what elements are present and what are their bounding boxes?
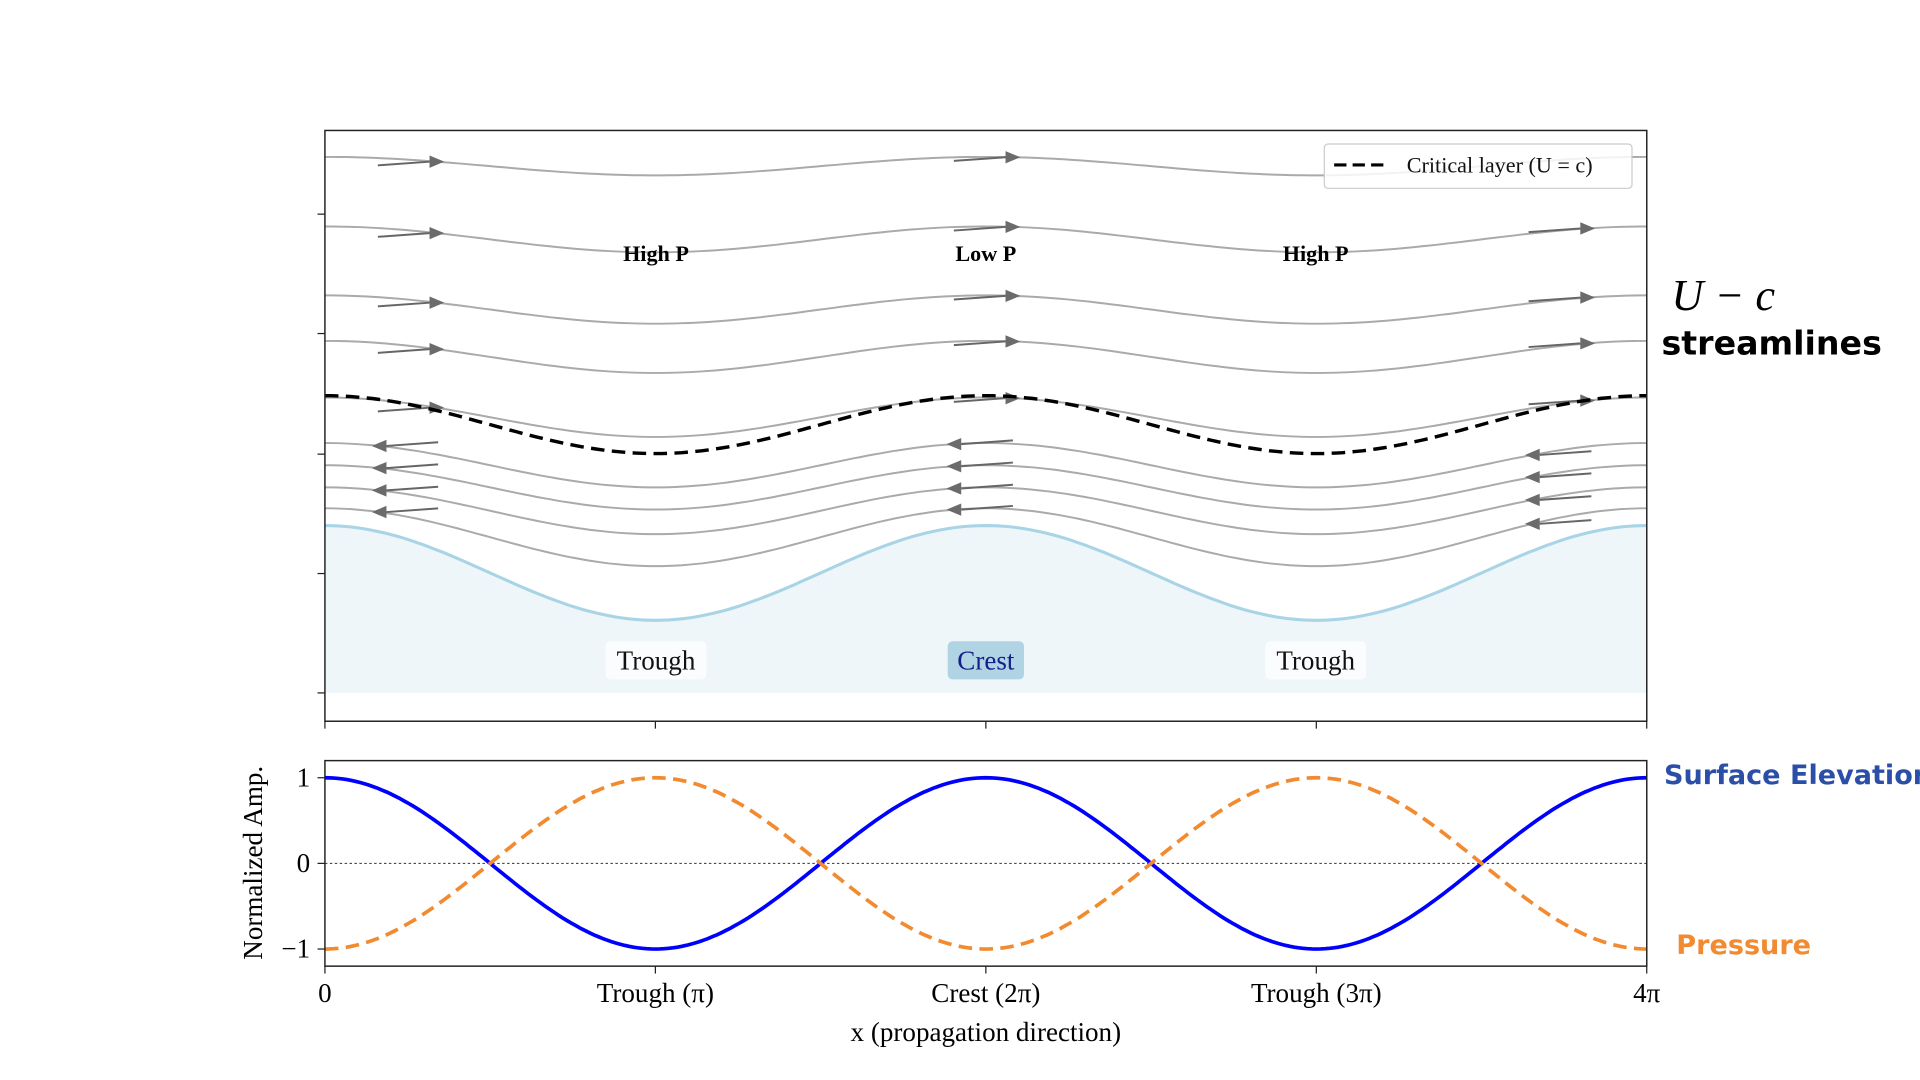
x-tick-label: 4π bbox=[1633, 978, 1661, 1008]
streamline-above bbox=[324, 289, 1647, 325]
arrow-shaft bbox=[377, 160, 430, 167]
arrow-head-left-icon bbox=[1524, 470, 1540, 484]
arrow-head-right-icon bbox=[429, 343, 445, 356]
x-tick-label: Trough (π) bbox=[597, 978, 714, 1008]
arrow-shaft bbox=[953, 294, 1006, 301]
trough-label-box-1 bbox=[605, 641, 707, 680]
arrow-shaft bbox=[386, 463, 439, 470]
arrow-shaft bbox=[953, 397, 1006, 403]
arrow-shaft bbox=[386, 441, 439, 447]
streamline-path bbox=[324, 339, 1647, 374]
arrow-shaft bbox=[386, 507, 439, 514]
arrow-shaft bbox=[1539, 472, 1592, 479]
legend-pressure: Pressure bbox=[1676, 930, 1811, 961]
critical-layer-line bbox=[324, 393, 1647, 456]
streamlines-label: streamlines bbox=[1662, 323, 1882, 362]
crest-label-box bbox=[947, 641, 1024, 680]
arrow-shaft bbox=[377, 301, 430, 308]
arrow-head-right-icon bbox=[1580, 222, 1596, 235]
arrow-shaft bbox=[1539, 495, 1592, 501]
arrow-head-left-icon bbox=[371, 484, 387, 497]
x-tick-label: Crest (2π) bbox=[931, 978, 1040, 1008]
arrow-shaft bbox=[386, 485, 439, 492]
x-tick-label: 0 bbox=[318, 978, 332, 1008]
streamline-above bbox=[324, 392, 1647, 438]
arrow-head-right-icon bbox=[1005, 151, 1021, 164]
streamline-below bbox=[324, 482, 1647, 536]
arrow-shaft bbox=[1528, 342, 1581, 349]
arrow-head-right-icon bbox=[1580, 291, 1596, 304]
arrow-head-left-icon bbox=[946, 460, 962, 473]
trough-label-box-2 bbox=[1265, 641, 1367, 680]
surface-label-trough-1: Trough bbox=[617, 646, 696, 676]
legend: Critical layer (U = c) bbox=[1323, 143, 1633, 189]
arrow-shaft bbox=[377, 406, 430, 413]
x-tick-label: Trough (3π) bbox=[1251, 978, 1382, 1008]
series-pressure bbox=[324, 775, 1647, 951]
streamline-above bbox=[324, 335, 1647, 374]
u-minus-c-label: U − c bbox=[1671, 271, 1775, 320]
arrow-shaft bbox=[1528, 296, 1581, 303]
streamline-below bbox=[324, 437, 1647, 489]
arrow-head-left-icon bbox=[371, 439, 387, 453]
arrow-head-right-icon bbox=[1580, 337, 1596, 350]
arrow-head-left-icon bbox=[946, 482, 962, 495]
legend-box bbox=[1323, 143, 1633, 189]
series-surface-elevation bbox=[324, 775, 1647, 951]
surface-label-crest: Crest bbox=[957, 646, 1015, 676]
arrow-head-right-icon bbox=[429, 155, 445, 168]
arrow-head-right-icon bbox=[429, 296, 445, 309]
y-tick-label: 0 bbox=[297, 848, 311, 878]
pressure-label-low: Low P bbox=[955, 241, 1016, 266]
arrow-shaft bbox=[961, 461, 1013, 468]
arrow-shaft bbox=[1528, 399, 1581, 406]
arrow-shaft bbox=[1528, 227, 1581, 234]
arrow-shaft bbox=[953, 225, 1006, 232]
arrow-head-right-icon bbox=[1005, 289, 1021, 303]
y-axis-label: Normalized Amp. bbox=[238, 766, 268, 960]
arrow-shaft bbox=[1539, 450, 1592, 456]
arrow-head-left-icon bbox=[946, 503, 962, 516]
legend-label: Critical layer (U = c) bbox=[1407, 152, 1593, 177]
streamline-path bbox=[324, 396, 1647, 438]
arrow-shaft bbox=[377, 232, 430, 238]
arrow-shaft bbox=[1539, 519, 1592, 525]
surface-label-trough-2: Trough bbox=[1276, 646, 1355, 676]
streamline-path bbox=[324, 294, 1647, 325]
pressure-label-high-1: High P bbox=[623, 241, 689, 266]
streamline-above bbox=[324, 220, 1647, 254]
arrow-shaft bbox=[961, 483, 1013, 490]
arrow-shaft bbox=[953, 156, 1006, 162]
streamline-path bbox=[324, 225, 1647, 254]
legend-surface-elevation: Surface Elevation bbox=[1664, 760, 1920, 791]
surface-wave-line bbox=[324, 523, 1647, 622]
arrow-shaft bbox=[961, 439, 1013, 446]
x-axis-label: x (propagation direction) bbox=[851, 1017, 1122, 1047]
streamline-below bbox=[324, 460, 1647, 511]
amplitude-panel: 0 Trough (π) Crest (2π) Trough (3π) 4π 1 0 −1 N… bbox=[238, 759, 1920, 1047]
arrow-head-left-icon bbox=[1524, 448, 1540, 462]
y-tick-label: 1 bbox=[297, 762, 311, 792]
arrow-head-right-icon bbox=[1005, 335, 1021, 348]
arrow-shaft bbox=[961, 504, 1013, 511]
arrow-head-left-icon bbox=[946, 437, 962, 451]
arrow-head-left-icon bbox=[371, 505, 387, 519]
arrow-head-left-icon bbox=[1524, 493, 1540, 507]
arrow-shaft bbox=[377, 348, 430, 354]
streamline-panel: High P Low P High P Trough Crest Trough … bbox=[317, 129, 1882, 729]
streamline-below bbox=[324, 503, 1647, 568]
arrow-shaft bbox=[953, 340, 1006, 347]
arrow-head-left-icon bbox=[371, 461, 387, 475]
y-tick-label: −1 bbox=[281, 934, 310, 964]
arrow-head-left-icon bbox=[1524, 517, 1540, 530]
pressure-label-high-2: High P bbox=[1283, 241, 1349, 266]
arrow-head-right-icon bbox=[429, 226, 445, 240]
arrow-head-right-icon bbox=[1005, 220, 1021, 234]
